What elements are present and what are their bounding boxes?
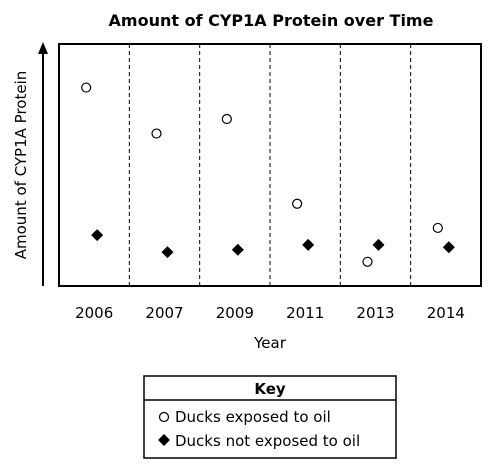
x-tick-labels: 2006 2007 2009 2011 2013 2014 xyxy=(75,304,465,322)
exposed-point xyxy=(151,128,162,139)
legend: Key Ducks exposed to oil Ducks not expos… xyxy=(143,375,397,459)
exposed-point xyxy=(81,82,92,93)
exposed-point xyxy=(362,256,373,267)
exposed-point xyxy=(221,113,232,125)
x-tick-label: 2006 xyxy=(75,304,113,322)
x-tick-label: 2011 xyxy=(286,304,324,322)
exposed-point xyxy=(432,222,443,234)
x-tick-label: 2009 xyxy=(216,304,254,322)
legend-label-exposed: Ducks exposed to oil xyxy=(175,408,331,426)
not-exposed-point xyxy=(372,238,385,251)
legend-label-not-exposed: Ducks not exposed to oil xyxy=(175,432,360,450)
legend-box xyxy=(143,375,397,459)
x-tick-label: 2014 xyxy=(427,304,465,322)
exposed-point xyxy=(292,198,303,209)
x-tick-label: 2007 xyxy=(145,304,183,322)
legend-open-circle-icon xyxy=(158,411,170,423)
not-exposed-point xyxy=(442,241,455,254)
chart-title: Amount of CYP1A Protein over Time xyxy=(109,11,434,30)
y-axis-arrow-icon xyxy=(38,42,48,54)
data-points xyxy=(81,82,455,267)
legend-title: Key xyxy=(254,380,286,398)
y-axis-label: Amount of CYP1A Protein xyxy=(12,71,30,260)
not-exposed-point xyxy=(91,229,104,242)
x-tick-label: 2013 xyxy=(356,304,394,322)
legend-filled-diamond-icon xyxy=(158,434,170,446)
not-exposed-point xyxy=(231,243,244,256)
not-exposed-point xyxy=(161,246,174,259)
year-separators xyxy=(128,44,412,286)
not-exposed-point xyxy=(302,238,315,251)
x-axis-label: Year xyxy=(253,334,287,352)
